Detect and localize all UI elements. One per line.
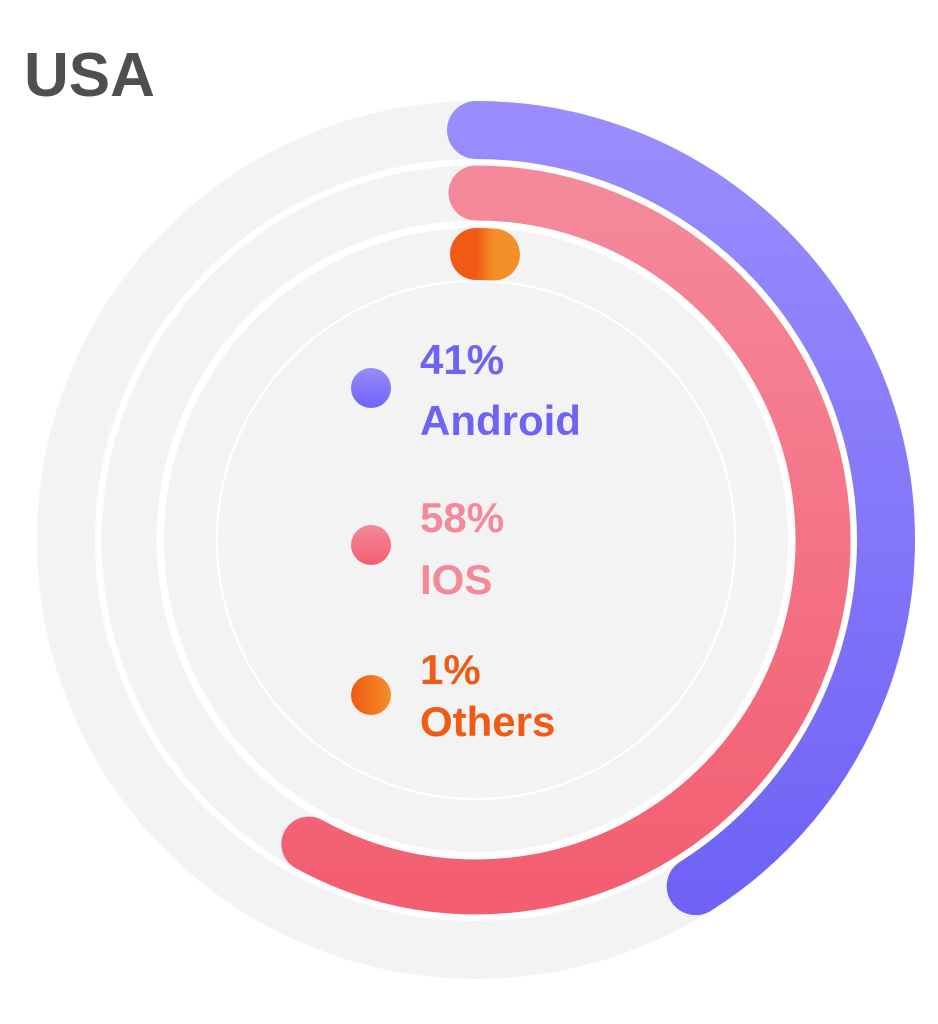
- inner-disc: [218, 282, 734, 798]
- ring-arc-ios: [281, 165, 851, 915]
- legend-label-others: Others: [420, 698, 555, 745]
- legend-dot-ios: [351, 525, 391, 565]
- center-legend: 41% Android 58% IOS 1% Others: [351, 336, 581, 745]
- ring-arc-others: [450, 228, 520, 281]
- legend-value-ios: 58%: [420, 494, 504, 541]
- legend-label-android: Android: [420, 397, 581, 444]
- ring-arcs: [281, 101, 915, 916]
- legend-value-others: 1%: [420, 646, 481, 693]
- legend-value-android: 41%: [420, 336, 504, 383]
- legend-label-ios: IOS: [420, 556, 492, 603]
- legend-item-ios: 58% IOS: [351, 494, 504, 603]
- ring-arc-android: [447, 101, 915, 916]
- chart-title: USA: [24, 41, 155, 110]
- legend-item-others: 1% Others: [351, 646, 555, 745]
- legend-dot-others: [351, 675, 391, 715]
- legend-dot-android: [351, 368, 391, 408]
- legend-item-android: 41% Android: [351, 336, 581, 444]
